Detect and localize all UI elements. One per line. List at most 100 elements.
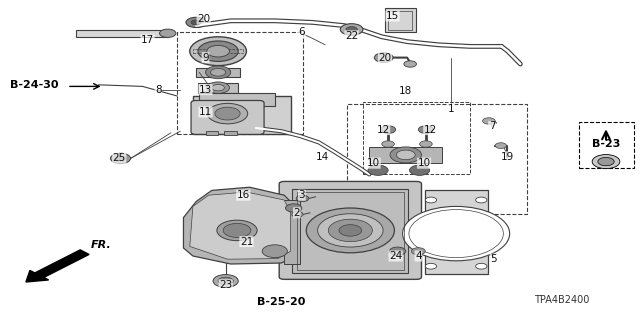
Bar — [193, 96, 291, 134]
Circle shape — [381, 126, 396, 133]
Circle shape — [186, 17, 206, 28]
Text: TPA4B2400: TPA4B2400 — [534, 295, 589, 305]
FancyBboxPatch shape — [279, 181, 422, 279]
Circle shape — [207, 103, 248, 124]
Circle shape — [389, 247, 406, 255]
Circle shape — [218, 277, 233, 285]
Circle shape — [211, 68, 226, 76]
Text: 22: 22 — [345, 31, 358, 41]
Bar — [193, 49, 243, 53]
Circle shape — [215, 107, 240, 120]
Circle shape — [340, 24, 363, 35]
Bar — [388, 11, 412, 30]
Text: 20: 20 — [378, 52, 392, 63]
Circle shape — [410, 165, 429, 175]
Circle shape — [159, 29, 176, 37]
Polygon shape — [190, 192, 291, 259]
Circle shape — [403, 206, 509, 261]
FancyBboxPatch shape — [191, 100, 264, 134]
Text: 24: 24 — [389, 251, 403, 261]
Text: 6: 6 — [298, 27, 305, 37]
Polygon shape — [184, 187, 297, 264]
Circle shape — [412, 248, 425, 255]
Text: 12: 12 — [376, 124, 390, 135]
Bar — [292, 189, 408, 273]
Circle shape — [205, 66, 230, 79]
Circle shape — [420, 141, 432, 147]
Bar — [297, 192, 404, 270]
Circle shape — [328, 219, 372, 242]
FancyArrow shape — [26, 250, 89, 282]
Circle shape — [592, 155, 620, 169]
Text: 19: 19 — [501, 152, 515, 162]
Text: 3: 3 — [298, 190, 305, 200]
Bar — [196, 68, 240, 77]
Text: 8: 8 — [155, 84, 161, 95]
Text: 15: 15 — [386, 11, 399, 21]
Circle shape — [307, 208, 394, 253]
Text: 23: 23 — [219, 280, 232, 290]
Text: 9: 9 — [202, 52, 209, 63]
Circle shape — [495, 143, 506, 148]
Circle shape — [207, 82, 230, 93]
Text: 4: 4 — [415, 251, 422, 261]
Text: 16: 16 — [237, 190, 250, 200]
Text: B-23: B-23 — [592, 139, 620, 149]
Bar — [369, 147, 442, 163]
Bar — [199, 93, 275, 106]
Bar — [198, 83, 238, 93]
Circle shape — [425, 263, 436, 269]
Circle shape — [292, 212, 303, 217]
Bar — [284, 200, 300, 264]
Circle shape — [339, 225, 362, 236]
Bar — [205, 131, 218, 135]
Text: 2: 2 — [294, 208, 300, 218]
Circle shape — [111, 153, 131, 164]
Bar — [363, 102, 470, 174]
Text: 5: 5 — [491, 254, 497, 264]
Circle shape — [598, 157, 614, 166]
Text: 12: 12 — [424, 124, 437, 135]
Circle shape — [419, 126, 433, 133]
Bar — [385, 8, 417, 32]
Text: 1: 1 — [448, 104, 454, 114]
Bar — [579, 122, 634, 168]
Text: 20: 20 — [197, 14, 210, 24]
Text: 25: 25 — [113, 153, 126, 164]
Text: 10: 10 — [367, 158, 380, 168]
Circle shape — [404, 61, 417, 67]
Text: FR.: FR. — [91, 240, 111, 250]
Circle shape — [390, 147, 422, 163]
Circle shape — [396, 150, 415, 160]
Text: 21: 21 — [240, 236, 253, 247]
Text: 7: 7 — [489, 121, 495, 132]
Text: B-25-20: B-25-20 — [257, 297, 305, 308]
Circle shape — [262, 245, 287, 258]
Circle shape — [213, 275, 238, 287]
Bar — [347, 104, 527, 214]
Circle shape — [285, 204, 302, 212]
Bar — [225, 131, 237, 135]
Circle shape — [346, 27, 357, 32]
Circle shape — [191, 20, 201, 25]
Circle shape — [317, 214, 383, 247]
Text: 13: 13 — [199, 84, 212, 95]
Circle shape — [382, 141, 394, 147]
Circle shape — [217, 220, 257, 241]
Circle shape — [476, 197, 487, 203]
Text: 11: 11 — [199, 107, 212, 117]
Circle shape — [223, 223, 251, 237]
Circle shape — [476, 263, 487, 269]
Text: 18: 18 — [399, 86, 412, 96]
Bar — [177, 32, 303, 134]
Bar — [425, 190, 488, 274]
Text: 10: 10 — [417, 158, 431, 168]
Text: 17: 17 — [141, 35, 154, 45]
Text: 14: 14 — [316, 152, 328, 162]
Circle shape — [207, 45, 230, 57]
Text: B-24-30: B-24-30 — [10, 80, 59, 90]
Bar — [76, 30, 168, 37]
Circle shape — [115, 156, 125, 161]
Circle shape — [483, 118, 495, 124]
Circle shape — [190, 37, 246, 66]
